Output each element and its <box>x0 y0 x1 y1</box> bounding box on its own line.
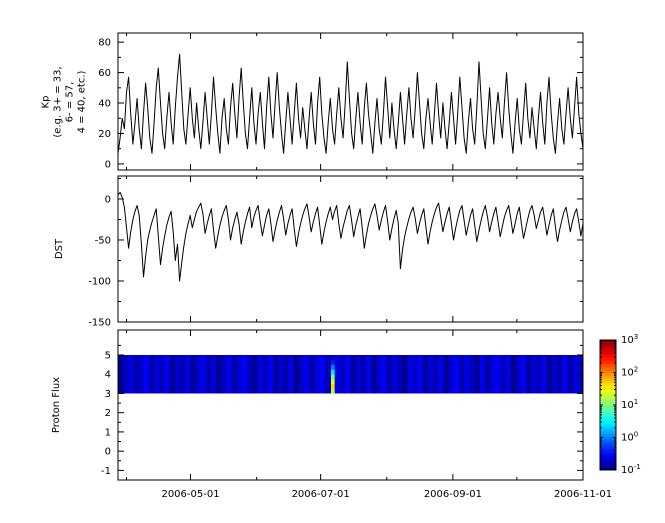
svg-text:0: 0 <box>105 159 111 170</box>
svg-text:20: 20 <box>98 129 111 140</box>
svg-text:2006-11-01: 2006-11-01 <box>554 489 612 500</box>
svg-text:40: 40 <box>98 99 111 110</box>
svg-text:10-1: 10-1 <box>621 463 641 476</box>
svg-text:103: 103 <box>621 333 638 346</box>
svg-text:2006-05-01: 2006-05-01 <box>161 489 219 500</box>
svg-text:-1: -1 <box>101 466 111 477</box>
colorbar: 103 102 101 100 10-1 <box>599 333 641 476</box>
svg-text:0: 0 <box>105 447 111 458</box>
svg-text:-50: -50 <box>95 235 111 246</box>
svg-text:-100: -100 <box>88 276 111 287</box>
svg-text:1: 1 <box>105 427 111 438</box>
svg-text:102: 102 <box>621 366 638 379</box>
panel-dst: 0 -50 -100 -150 <box>88 175 584 329</box>
panel-kp: 0 20 40 60 80 <box>98 32 584 171</box>
svg-text:5: 5 <box>105 351 111 362</box>
svg-text:0: 0 <box>105 194 111 205</box>
svg-text:101: 101 <box>621 398 638 411</box>
svg-text:2006-07-01: 2006-07-01 <box>292 489 350 500</box>
svg-text:60: 60 <box>98 68 111 79</box>
svg-text:100: 100 <box>621 431 638 444</box>
panel-proton-flux: -1 0 1 2 3 4 5 2006-05-01 2006-07-01 2006-09-01 20… <box>101 329 612 500</box>
svg-text:-150: -150 <box>88 318 111 329</box>
svg-text:2: 2 <box>105 408 111 419</box>
svg-text:4: 4 <box>105 370 111 381</box>
svg-text:3: 3 <box>105 389 111 400</box>
svg-text:80: 80 <box>98 38 111 49</box>
svg-text:2006-09-01: 2006-09-01 <box>424 489 482 500</box>
